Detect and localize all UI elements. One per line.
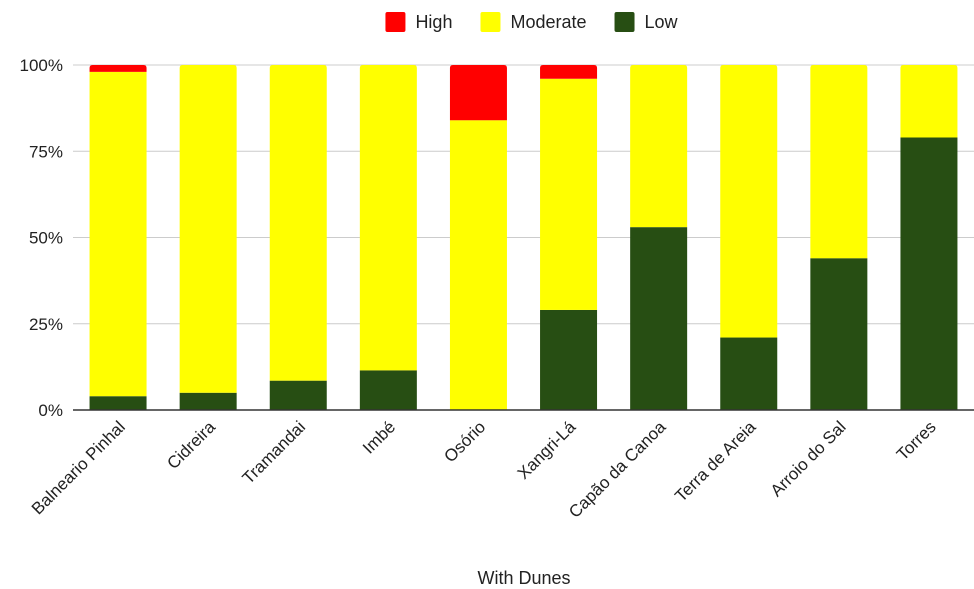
y-axis-ticks: 0% 25% 50% 75% 100% [20,56,63,420]
legend-item-moderate[interactable]: Moderate [480,12,587,32]
bar-high-segment[interactable] [449,65,507,121]
bar-low-segment[interactable] [720,337,778,410]
bar-low-segment[interactable] [630,227,688,410]
x-tick-label: Cidreira [163,417,219,473]
y-tick-label: 0% [38,401,63,420]
bar-moderate-segment[interactable] [359,65,417,371]
bar-moderate-segment[interactable] [810,65,868,259]
bar-high-segment[interactable] [540,65,598,79]
bars [89,65,958,410]
x-tick-label: Terra de Areia [671,417,760,506]
bar-moderate-segment[interactable] [179,65,237,393]
x-tick-label: Torres [893,417,940,464]
bar-moderate-segment[interactable] [900,65,958,138]
x-tick-label: Imbé [359,417,399,457]
bar-low-segment[interactable] [89,396,147,410]
y-tick-label: 100% [20,56,63,75]
y-tick-label: 25% [29,315,63,334]
x-tick-label: Balneario Pinhal [28,417,129,518]
bar-moderate-segment[interactable] [630,65,688,228]
bar-low-segment[interactable] [179,392,237,410]
legend-swatch [385,12,406,32]
legend-item-high[interactable]: High [385,12,452,32]
bar-moderate-segment[interactable] [269,65,327,381]
x-tick-label: Tramandai [239,417,309,487]
bar-low-segment[interactable] [900,137,958,410]
x-tick-label: Arroio do Sal [767,417,850,500]
x-tick-label: Xangri-Lá [514,417,580,483]
y-tick-label: 50% [29,229,63,248]
x-axis-ticks: Balneario Pinhal Cidreira Tramandai Imbé Osó… [28,417,940,522]
bar-moderate-segment[interactable] [540,78,598,310]
bar-moderate-segment[interactable] [89,71,147,397]
bar-low-segment[interactable] [359,370,417,410]
bar-low-segment[interactable] [810,258,868,410]
x-tick-label: Capão da Canoa [565,417,670,522]
bar-high-segment[interactable] [89,65,147,72]
legend-label: High [415,12,452,32]
legend-item-low[interactable]: Low [614,12,679,32]
bar-moderate-segment[interactable] [720,65,778,338]
x-tick-label: Osório [440,417,489,466]
legend-swatch [614,12,635,32]
bar-moderate-segment[interactable] [449,120,507,410]
legend[interactable]: High Moderate Low [385,12,679,32]
y-tick-label: 75% [29,142,63,161]
bar-low-segment[interactable] [269,380,327,410]
bar-low-segment[interactable] [540,309,598,410]
legend-label: Moderate [510,12,586,32]
x-axis-title: With Dunes [477,568,570,588]
legend-label: Low [645,12,679,32]
legend-swatch [480,12,501,32]
